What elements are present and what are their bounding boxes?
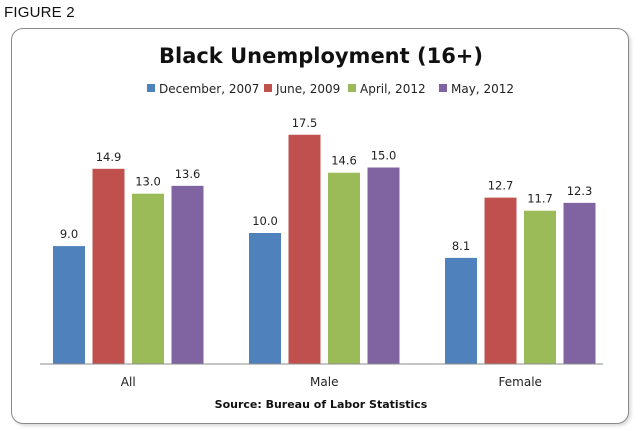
legend-label-april-2012: April, 2012 — [360, 82, 426, 96]
bar-female-december-2007 — [445, 257, 477, 364]
category-label-male: Male — [310, 375, 338, 389]
bar-all-june-2009 — [92, 168, 125, 364]
bar-male-may-2012 — [367, 167, 400, 364]
chart-title: Black Unemployment (16+) — [159, 44, 483, 68]
bar-all-may-2012 — [171, 185, 204, 364]
bar-all-december-2007 — [53, 246, 85, 364]
data-label-male-may-2012: 15.0 — [371, 149, 397, 163]
bars: 9.0 14.9 13.0 13.6 10.0 17.5 14.6 15.0 8.1 12.7 11… — [53, 116, 596, 364]
legend-label-june-2009: June, 2009 — [275, 82, 340, 96]
category-label-female: Female — [499, 375, 542, 389]
legend-label-december-2007: December, 2007 — [159, 82, 259, 96]
legend: December, 2007 June, 2009 April, 2012 May, … — [147, 82, 514, 96]
legend-swatch-may-2012 — [439, 84, 447, 92]
category-label-all: All — [121, 375, 136, 389]
source-note: Source: Bureau of Labor Statistics — [215, 398, 428, 411]
data-label-all-may-2012: 13.6 — [175, 167, 201, 181]
legend-swatch-december-2007 — [147, 84, 155, 92]
data-label-all-december-2007: 9.0 — [60, 227, 78, 241]
legend-label-may-2012: May, 2012 — [451, 82, 514, 96]
bar-male-december-2007 — [249, 233, 281, 364]
data-label-female-may-2012: 12.3 — [567, 184, 593, 198]
bar-male-april-2012 — [328, 172, 360, 364]
data-label-male-april-2012: 14.6 — [331, 154, 357, 168]
data-label-all-april-2012: 13.0 — [135, 175, 161, 189]
data-label-female-june-2009: 12.7 — [488, 179, 514, 193]
data-label-male-december-2007: 10.0 — [252, 214, 278, 228]
legend-swatch-april-2012 — [348, 84, 356, 92]
category-labels: All Male Female — [121, 375, 542, 389]
bar-female-june-2009 — [484, 197, 517, 364]
bar-female-may-2012 — [563, 202, 596, 364]
data-label-male-june-2009: 17.5 — [292, 116, 318, 130]
data-label-female-december-2007: 8.1 — [452, 239, 470, 253]
figure-label: FIGURE 2 — [4, 4, 75, 21]
data-label-female-april-2012: 11.7 — [527, 192, 553, 206]
bar-male-june-2009 — [288, 134, 321, 364]
bar-female-april-2012 — [524, 210, 556, 364]
bar-all-april-2012 — [132, 193, 164, 364]
data-label-all-june-2009: 14.9 — [96, 150, 122, 164]
legend-swatch-june-2009 — [264, 84, 272, 92]
